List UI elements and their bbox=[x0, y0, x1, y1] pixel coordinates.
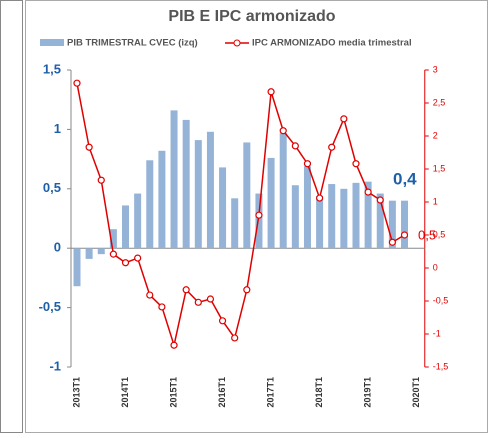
y-tick-label: 1,5 bbox=[43, 61, 61, 76]
line-marker bbox=[109, 250, 117, 258]
bar bbox=[364, 181, 372, 249]
bar bbox=[401, 200, 409, 249]
y-tick-label: 1 bbox=[54, 121, 61, 136]
line-marker bbox=[352, 160, 360, 168]
y-tick-label: -0,5 bbox=[39, 299, 61, 314]
bar bbox=[158, 150, 166, 249]
line-marker bbox=[376, 196, 384, 204]
bar bbox=[219, 167, 227, 249]
legend-swatch bbox=[233, 39, 241, 47]
bar bbox=[267, 157, 275, 249]
line-marker bbox=[146, 291, 154, 299]
bar bbox=[243, 142, 251, 249]
bar bbox=[206, 131, 214, 249]
bar bbox=[291, 185, 299, 249]
y2-tick-label: 0 bbox=[433, 262, 438, 272]
bar bbox=[316, 195, 324, 249]
line-marker bbox=[194, 298, 202, 306]
y2-tick-label: 2,5 bbox=[433, 97, 446, 107]
legend-label: PIB TRIMESTRAL CVEC (izq) bbox=[67, 38, 198, 49]
bar bbox=[182, 119, 190, 249]
x-tick-label: 2015T1 bbox=[168, 377, 178, 408]
line-marker bbox=[255, 211, 263, 219]
line-marker bbox=[291, 142, 299, 150]
side-panel bbox=[0, 0, 23, 433]
line-marker bbox=[328, 143, 336, 151]
annotation: 0,5 bbox=[418, 227, 436, 242]
bar bbox=[170, 110, 178, 249]
line-marker bbox=[279, 127, 287, 135]
bar bbox=[352, 182, 360, 249]
line-marker bbox=[388, 238, 396, 246]
y2-tick-label: 0,5 bbox=[433, 229, 446, 239]
y-tick-label: 0 bbox=[54, 240, 61, 255]
y2-tick-label: -1,5 bbox=[433, 361, 449, 371]
bar bbox=[340, 188, 348, 249]
line-marker bbox=[303, 160, 312, 168]
bar bbox=[255, 193, 263, 249]
line-marker bbox=[340, 115, 348, 123]
line-marker bbox=[206, 295, 215, 303]
bar bbox=[109, 229, 117, 249]
line-marker bbox=[170, 341, 178, 349]
bar bbox=[376, 193, 384, 249]
line-marker bbox=[243, 286, 251, 294]
line-marker bbox=[121, 259, 130, 267]
y2-tick-label: -1 bbox=[433, 328, 441, 338]
y-tick-label: 0,5 bbox=[43, 180, 61, 195]
line-marker bbox=[231, 334, 239, 342]
x-tick-label: 2017T1 bbox=[265, 377, 275, 408]
line-marker bbox=[97, 176, 105, 184]
line-marker bbox=[182, 286, 190, 294]
y2-tick-label: 3 bbox=[433, 64, 438, 74]
line-marker bbox=[218, 317, 227, 325]
line-marker bbox=[134, 254, 142, 262]
y-tick-label: -1 bbox=[49, 358, 61, 373]
bar bbox=[388, 200, 396, 249]
line-marker bbox=[267, 88, 275, 96]
annotation: 0,4 bbox=[393, 169, 417, 188]
line-marker bbox=[158, 303, 166, 311]
bar bbox=[122, 205, 130, 249]
bar bbox=[146, 160, 154, 249]
line-marker bbox=[400, 231, 409, 239]
y2-tick-label: -0,5 bbox=[433, 295, 449, 305]
bar bbox=[194, 140, 202, 249]
bar bbox=[279, 132, 287, 249]
chart-title: PIB E IPC armonizado bbox=[168, 8, 335, 25]
bar bbox=[85, 248, 93, 259]
legend-swatch bbox=[40, 39, 64, 46]
bar bbox=[134, 193, 142, 249]
x-tick-label: 2014T1 bbox=[120, 377, 130, 408]
x-tick-label: 2013T1 bbox=[71, 377, 81, 408]
x-tick-label: 2020T1 bbox=[411, 377, 421, 408]
y2-tick-label: 1,5 bbox=[433, 163, 446, 173]
bar bbox=[303, 166, 311, 249]
bar bbox=[97, 248, 105, 255]
bar bbox=[73, 248, 81, 287]
y2-tick-label: 1 bbox=[433, 196, 438, 206]
y2-tick-label: 2 bbox=[433, 130, 438, 140]
x-tick-label: 2019T1 bbox=[362, 377, 372, 408]
line-marker bbox=[73, 79, 81, 87]
line bbox=[76, 83, 405, 349]
line-marker bbox=[316, 194, 324, 202]
legend-label: IPC ARMONIZADO media trimestral bbox=[252, 38, 412, 49]
line-marker bbox=[85, 143, 93, 151]
bar bbox=[231, 198, 239, 249]
x-tick-label: 2016T1 bbox=[217, 377, 227, 408]
bar bbox=[328, 184, 336, 249]
x-tick-label: 2018T1 bbox=[314, 377, 324, 408]
line-marker bbox=[364, 188, 372, 196]
